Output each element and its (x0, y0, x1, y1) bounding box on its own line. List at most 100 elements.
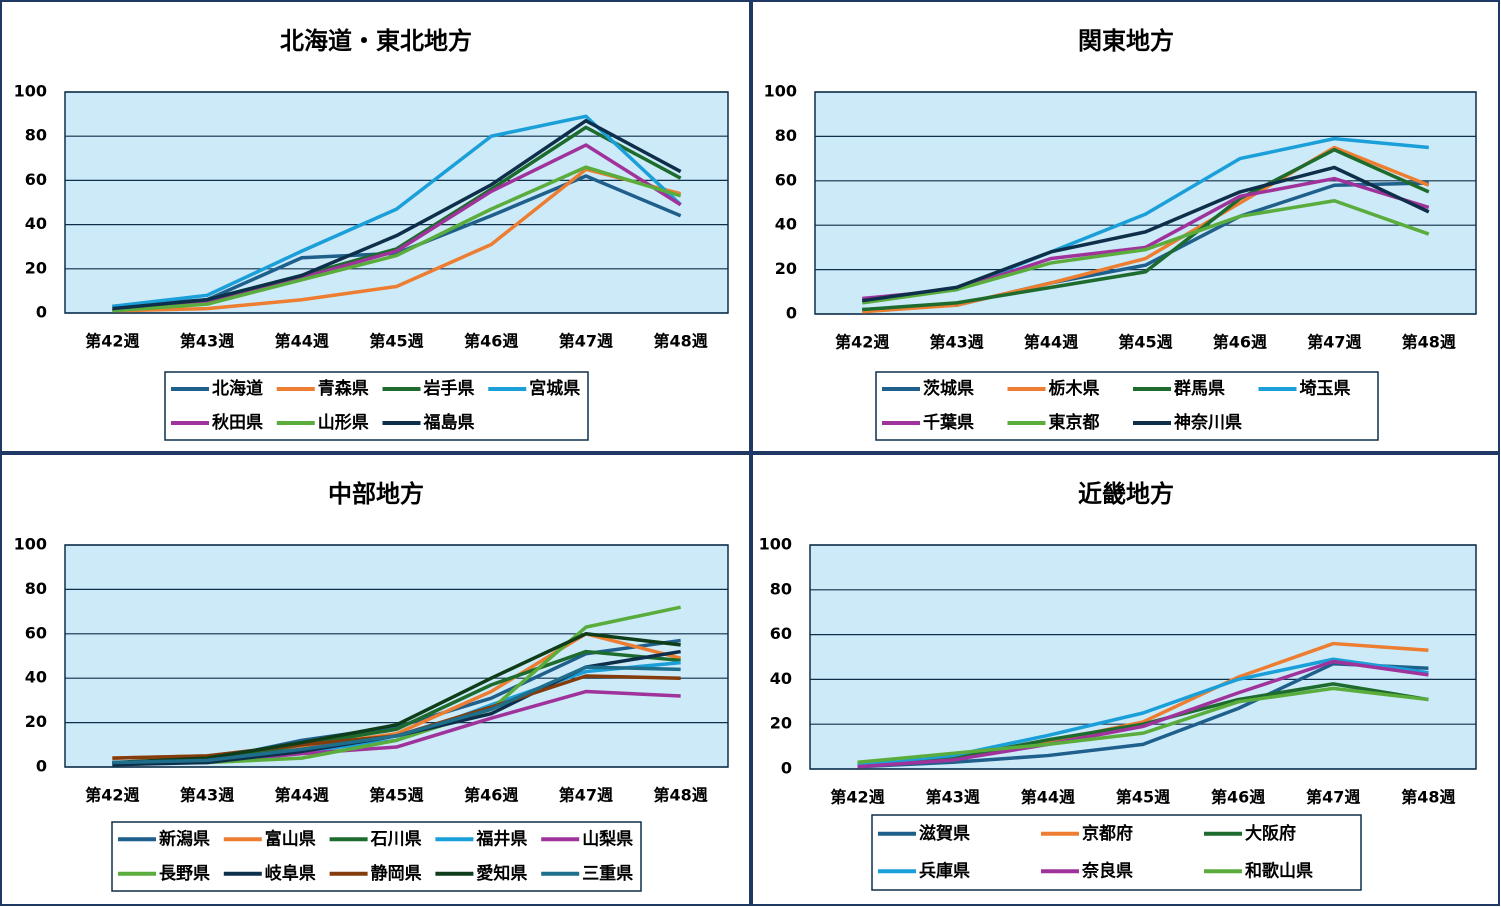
x-tick-label: 第45週 (369, 786, 423, 805)
y-tick-label: 20 (25, 712, 47, 731)
x-tick-label: 第48週 (1402, 333, 1456, 352)
legend-label: 秋田県 (212, 412, 263, 433)
x-tick-label: 第44週 (275, 332, 329, 351)
x-tick-label: 第42週 (85, 786, 139, 805)
series-line (112, 114, 682, 309)
y-tick-label: 20 (775, 259, 797, 278)
series-line (112, 632, 681, 765)
legend-label: 石川県 (370, 829, 422, 849)
y-tick-label: 80 (25, 126, 47, 145)
legend-label: 三重県 (582, 863, 633, 884)
x-tick-label: 第46週 (1213, 333, 1267, 352)
x-tick-label: 第42週 (830, 788, 884, 807)
legend-box (111, 821, 642, 892)
legend-box (164, 371, 589, 441)
y-tick-label: 0 (786, 304, 797, 323)
x-tick-label: 第48週 (654, 786, 708, 805)
x-tick-label: 第45週 (1116, 788, 1170, 807)
y-tick-label: 100 (14, 82, 47, 101)
legend-label: 茨城県 (923, 378, 974, 399)
series-line (112, 665, 681, 765)
y-tick-label: 80 (25, 579, 47, 598)
legend-label: 北海道 (212, 378, 263, 399)
series-line (857, 686, 1429, 765)
legend-label: 愛知県 (476, 863, 527, 884)
legend-label: 山梨県 (582, 828, 633, 849)
x-tick-label: 第44週 (275, 786, 329, 805)
x-tick-label: 第47週 (1307, 333, 1361, 352)
legend-label: 青森県 (318, 378, 369, 399)
series-line (861, 165, 1430, 303)
series-line (112, 167, 682, 313)
legend-label: 和歌山県 (1245, 860, 1313, 881)
chart-title: 関東地方 (1078, 27, 1174, 55)
x-tick-label: 第45週 (1118, 333, 1172, 352)
y-tick-label: 40 (770, 669, 792, 688)
legend-label: 福島県 (423, 412, 475, 433)
y-tick-label: 60 (770, 624, 792, 643)
x-tick-label: 第42週 (85, 332, 139, 351)
y-tick-label: 60 (25, 170, 47, 189)
legend-label: 兵庫県 (919, 860, 970, 881)
x-tick-label: 第43週 (180, 786, 234, 805)
legend-label: 栃木県 (1049, 378, 1100, 399)
series-line (861, 199, 1430, 305)
x-tick-label: 第43週 (926, 788, 980, 807)
x-tick-label: 第48週 (654, 332, 708, 351)
plot-area (809, 544, 1477, 770)
legend-label: 京都府 (1082, 823, 1133, 844)
y-tick-label: 40 (775, 215, 797, 234)
y-tick-label: 80 (770, 579, 792, 598)
legend-label: 岐阜県 (265, 863, 316, 884)
plot-area (814, 91, 1477, 315)
x-tick-label: 第47週 (559, 332, 613, 351)
legend-label: 岩手県 (423, 378, 475, 399)
x-tick-label: 第47週 (1306, 788, 1360, 807)
series-line (862, 145, 1430, 314)
y-tick-label: 80 (775, 126, 797, 145)
y-tick-label: 60 (775, 170, 797, 189)
series-line (857, 659, 1429, 769)
y-tick-label: 20 (770, 714, 792, 733)
chart-title: 近畿地方 (1078, 480, 1174, 508)
legend-label: 群馬県 (1174, 378, 1225, 399)
legend-label: 福井県 (475, 828, 527, 849)
series-line (112, 118, 682, 311)
legend-label: 長野県 (159, 864, 210, 884)
series-line (857, 657, 1429, 767)
y-tick-label: 100 (14, 535, 47, 554)
plot-area (64, 91, 729, 314)
series-line (112, 165, 682, 313)
x-tick-label: 第45週 (369, 332, 423, 351)
legend-label: 山形県 (318, 412, 369, 433)
series-line (112, 143, 682, 313)
legend-box (871, 814, 1362, 891)
y-tick-label: 20 (25, 258, 47, 277)
chart-title: 北海道・東北地方 (280, 27, 472, 55)
legend-label: 宮城県 (529, 378, 580, 399)
legend-label: 千葉県 (923, 412, 974, 433)
y-tick-label: 100 (764, 82, 797, 101)
series-line (857, 661, 1429, 769)
legend-label: 埼玉県 (1300, 378, 1351, 399)
legend-label: 滋賀県 (919, 823, 970, 844)
x-tick-label: 第46週 (464, 786, 518, 805)
x-tick-label: 第42週 (835, 333, 889, 352)
y-tick-label: 40 (25, 214, 47, 233)
legend-label: 東京都 (1049, 412, 1100, 433)
y-tick-label: 40 (25, 668, 47, 687)
legend-box (875, 371, 1379, 441)
series-line (857, 682, 1429, 767)
y-tick-label: 60 (25, 623, 47, 642)
x-tick-label: 第48週 (1401, 788, 1455, 807)
legend-label: 静岡県 (371, 863, 422, 884)
legend-label: 富山県 (265, 828, 316, 849)
y-tick-label: 0 (36, 757, 47, 776)
x-tick-label: 第43週 (180, 332, 234, 351)
x-tick-label: 第43週 (930, 333, 984, 352)
y-tick-label: 100 (759, 535, 792, 554)
y-tick-label: 0 (781, 759, 792, 778)
chart-title: 中部地方 (328, 480, 424, 508)
legend-label: 大阪府 (1245, 823, 1296, 844)
